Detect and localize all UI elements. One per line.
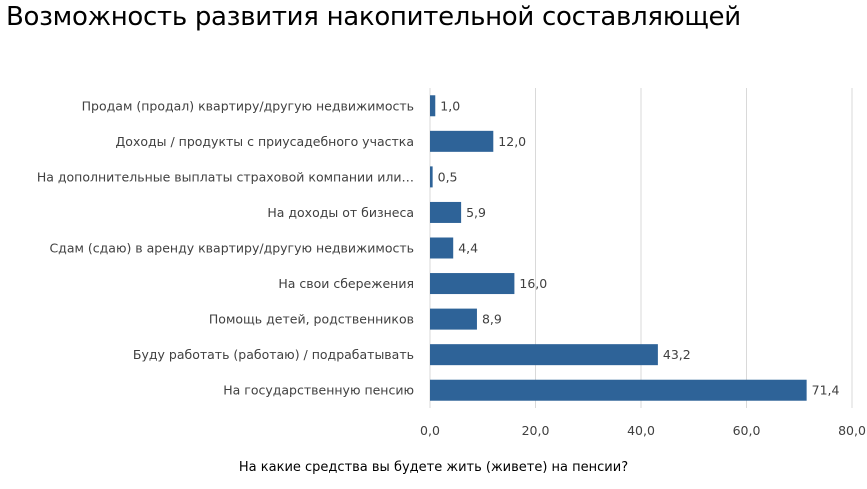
x-tick-label: 20,0 [522,423,550,438]
bar [430,273,515,295]
category-label: Сдам (сдаю) в аренду квартиру/другую нед… [49,241,414,256]
value-label: 16,0 [519,276,547,291]
bar [430,95,436,117]
category-label: Продам (продал) квартиру/другую недвижим… [82,98,414,113]
x-tick-label: 40,0 [627,423,655,438]
bar [430,344,658,366]
category-label: На государственную пенсию [223,383,414,398]
value-label: 71,4 [812,383,840,398]
value-label: 8,9 [482,312,502,327]
chart-caption: На какие средства вы будете жить (живете… [238,460,629,475]
category-label: Доходы / продукты с приусадебного участк… [116,134,414,149]
value-label: 5,9 [466,205,486,220]
value-label: 43,2 [663,347,691,362]
slide-title: Возможность развития накопительной соста… [6,2,741,32]
x-tick-label: 80,0 [838,423,866,438]
bar [430,130,494,152]
category-label: На доходы от бизнеса [267,205,414,220]
bar [430,166,433,188]
x-tick-label: 0,0 [420,423,440,438]
bar [430,308,477,330]
category-label: Помощь детей, родственников [209,312,414,327]
category-label: На свои сбережения [278,276,414,291]
value-label: 4,4 [458,241,478,256]
bar [430,237,454,259]
category-label: На дополнительные выплаты страховой комп… [37,169,414,184]
x-tick-label: 60,0 [733,423,761,438]
bar [430,201,462,223]
category-label: Буду работать (работаю) / подрабатывать [133,347,414,362]
bar [430,379,807,401]
value-label: 1,0 [440,98,460,113]
value-label: 12,0 [498,134,526,149]
value-label: 0,5 [438,169,458,184]
